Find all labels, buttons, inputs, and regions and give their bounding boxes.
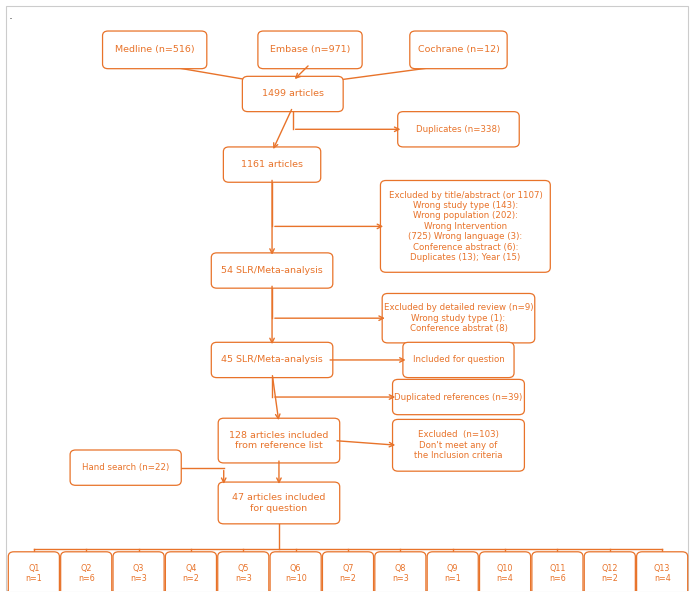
Text: Duplicated references (n=39): Duplicated references (n=39): [395, 393, 523, 402]
Text: 1161 articles: 1161 articles: [241, 160, 303, 169]
FancyBboxPatch shape: [584, 552, 635, 594]
FancyBboxPatch shape: [166, 552, 216, 594]
FancyBboxPatch shape: [637, 552, 688, 594]
FancyBboxPatch shape: [102, 31, 207, 69]
Text: 128 articles included
from reference list: 128 articles included from reference lis…: [229, 431, 329, 450]
FancyBboxPatch shape: [532, 552, 583, 594]
Text: Q1
n=1: Q1 n=1: [26, 564, 42, 583]
FancyBboxPatch shape: [322, 552, 374, 594]
FancyBboxPatch shape: [223, 147, 321, 182]
FancyBboxPatch shape: [393, 419, 524, 471]
Text: Q3
n=3: Q3 n=3: [130, 564, 147, 583]
Text: Medline (n=516): Medline (n=516): [115, 45, 194, 55]
Text: Included for question: Included for question: [413, 355, 505, 365]
Text: Q13
n=4: Q13 n=4: [654, 564, 670, 583]
FancyBboxPatch shape: [8, 552, 59, 594]
Text: 45 SLR/Meta-analysis: 45 SLR/Meta-analysis: [221, 355, 323, 365]
Text: Q2
n=6: Q2 n=6: [78, 564, 95, 583]
Text: Q10
n=4: Q10 n=4: [497, 564, 514, 583]
FancyBboxPatch shape: [381, 181, 551, 272]
Text: 47 articles included
for question: 47 articles included for question: [232, 493, 326, 513]
Text: Q7
n=2: Q7 n=2: [340, 564, 356, 583]
Text: Cochrane (n=12): Cochrane (n=12): [418, 45, 500, 55]
Text: 54 SLR/Meta-analysis: 54 SLR/Meta-analysis: [221, 266, 323, 275]
Text: Embase (n=971): Embase (n=971): [270, 45, 350, 55]
FancyBboxPatch shape: [212, 342, 333, 378]
Text: Q9
n=1: Q9 n=1: [444, 564, 461, 583]
Text: Q12
n=2: Q12 n=2: [601, 564, 618, 583]
FancyBboxPatch shape: [242, 77, 343, 112]
FancyBboxPatch shape: [403, 342, 514, 378]
FancyBboxPatch shape: [219, 482, 340, 524]
Text: Excluded by detailed review (n=9)
Wrong study type (1):
Conference abstrat (8): Excluded by detailed review (n=9) Wrong …: [383, 304, 533, 333]
FancyBboxPatch shape: [61, 552, 112, 594]
FancyBboxPatch shape: [218, 552, 269, 594]
FancyBboxPatch shape: [393, 380, 524, 415]
FancyBboxPatch shape: [70, 450, 181, 485]
FancyBboxPatch shape: [375, 552, 426, 594]
FancyBboxPatch shape: [427, 552, 478, 594]
FancyBboxPatch shape: [382, 293, 535, 343]
Text: Excluded  (n=103)
Don't meet any of
the Inclusion criteria: Excluded (n=103) Don't meet any of the I…: [414, 431, 503, 460]
Text: Duplicates (n=338): Duplicates (n=338): [416, 125, 500, 134]
Text: Hand search (n=22): Hand search (n=22): [82, 463, 169, 472]
Text: Q5
n=3: Q5 n=3: [235, 564, 252, 583]
Text: 1499 articles: 1499 articles: [262, 90, 324, 99]
Text: Excluded by title/abstract (or 1107)
Wrong study type (143):
Wrong population (2: Excluded by title/abstract (or 1107) Wro…: [388, 191, 542, 262]
FancyBboxPatch shape: [258, 31, 362, 69]
Text: Q11
n=6: Q11 n=6: [549, 564, 566, 583]
FancyBboxPatch shape: [270, 552, 321, 594]
FancyBboxPatch shape: [397, 112, 519, 147]
Text: Q6
n=10: Q6 n=10: [285, 564, 306, 583]
Text: Q4
n=2: Q4 n=2: [182, 564, 199, 583]
FancyBboxPatch shape: [410, 31, 507, 69]
Text: .: .: [8, 9, 13, 21]
FancyBboxPatch shape: [212, 253, 333, 288]
FancyBboxPatch shape: [219, 418, 340, 463]
FancyBboxPatch shape: [113, 552, 164, 594]
Text: Q8
n=3: Q8 n=3: [392, 564, 409, 583]
FancyBboxPatch shape: [480, 552, 530, 594]
